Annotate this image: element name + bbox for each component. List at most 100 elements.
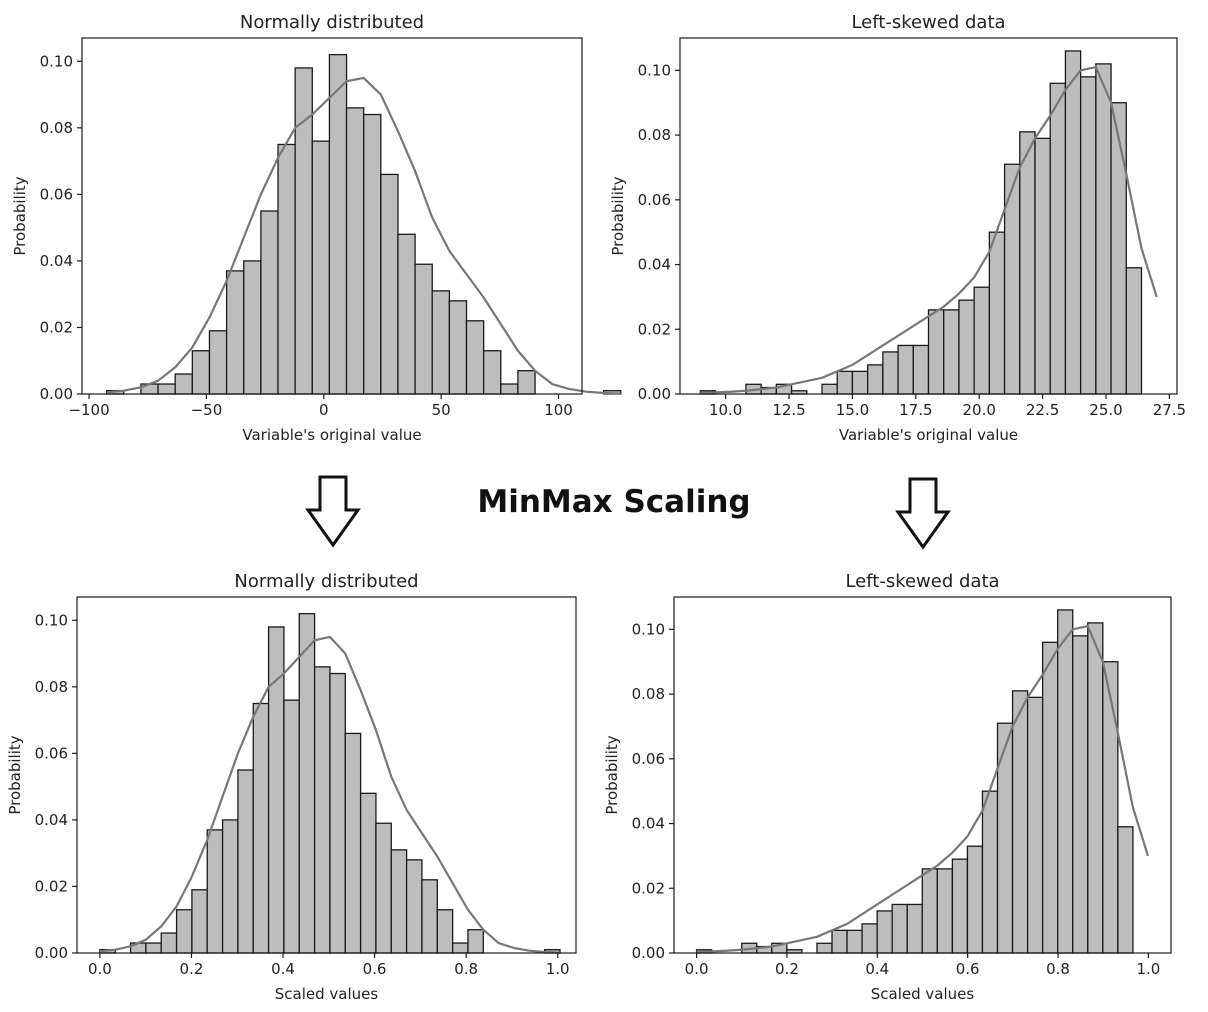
histogram-bar <box>414 263 433 395</box>
x-tick-label: 12.5 <box>772 401 805 419</box>
y-axis-label: Probability <box>11 176 29 255</box>
histogram-bar <box>160 932 178 954</box>
histogram-bar <box>260 210 279 395</box>
histogram-bar <box>912 344 930 395</box>
histogram-bar <box>345 107 365 395</box>
histogram-bar <box>206 829 224 954</box>
y-tick-label: 0.02 <box>40 318 73 336</box>
kde-curve <box>696 625 1150 954</box>
x-tick-label: 15.0 <box>836 401 869 419</box>
y-tick-label: 0.04 <box>632 815 665 833</box>
axes-frame <box>673 596 1172 954</box>
histogram-bar <box>1117 826 1134 954</box>
histogram-bar <box>344 732 362 954</box>
histogram-bar <box>252 702 270 954</box>
y-tick-label: 0.02 <box>632 879 665 897</box>
kde-curve <box>106 76 621 395</box>
y-tick-label: 0.08 <box>638 126 671 144</box>
histogram-bar <box>329 672 346 954</box>
histogram-bar <box>517 370 536 395</box>
x-tick-label: 0.0 <box>685 960 709 978</box>
x-tick-label: 25.0 <box>1089 401 1122 419</box>
histogram-bar <box>1095 63 1112 395</box>
y-tick-label: 0.00 <box>632 944 665 962</box>
axes-frame <box>679 37 1178 395</box>
histogram-bar <box>981 790 999 954</box>
histogram-bar <box>921 868 938 954</box>
chart-title: Normally distributed <box>240 12 424 33</box>
histogram-bar <box>1110 102 1127 395</box>
histogram-bar <box>175 909 193 954</box>
histogram-bar <box>277 143 296 395</box>
x-axis-label: Scaled values <box>275 985 379 1003</box>
down-arrow-icon <box>895 477 951 550</box>
chart-top-left-normal: −100 −50 0 50 100 0.00 0.02 0.04 0.06 0.08 0.10 Nor… <box>11 12 622 444</box>
histogram-bar <box>390 849 408 954</box>
histogram-bar <box>363 113 382 395</box>
y-tick-label: 0.00 <box>40 385 73 403</box>
x-axis-label: Variable's original value <box>839 426 1018 444</box>
histogram-bar <box>283 699 300 954</box>
x-tick-label: 0.6 <box>363 960 387 978</box>
histogram-bar <box>359 792 377 954</box>
histogram-bar <box>145 942 162 954</box>
x-tick-label: 1.0 <box>1136 960 1160 978</box>
x-tick-label: −100 <box>68 401 109 419</box>
x-tick-label: 17.5 <box>899 401 932 419</box>
x-tick-label: 50 <box>432 401 451 419</box>
y-tick-label: 0.08 <box>40 119 73 137</box>
x-axis-label: Variable's original value <box>242 426 421 444</box>
histogram-bar <box>897 344 914 395</box>
y-axis-label: Probability <box>6 735 24 814</box>
y-tick-label: 0.04 <box>35 811 68 829</box>
histogram-bar <box>891 903 908 954</box>
histogram-bar <box>1079 76 1097 395</box>
histogram-bar <box>861 923 878 954</box>
y-tick-label: 0.06 <box>40 185 73 203</box>
chart-bottom-right-left-skewed: 0.0 0.2 0.4 0.6 0.8 1.0 0.00 0.02 0.04 0.06 0.08 0.… <box>603 571 1172 1003</box>
histogram-bar <box>380 173 399 395</box>
histogram-bar <box>1064 50 1082 395</box>
histogram-bar <box>467 929 484 954</box>
histogram-bar <box>1087 622 1104 954</box>
histogram-bar <box>465 320 485 395</box>
x-tick-label: −50 <box>191 401 223 419</box>
x-tick-label: 0.2 <box>775 960 799 978</box>
y-tick-label: 0.04 <box>638 256 671 274</box>
histogram-bar <box>375 822 392 954</box>
histogram-bar <box>221 819 239 954</box>
histogram-bar <box>1011 690 1029 954</box>
x-axis-label: Scaled values <box>871 985 975 1003</box>
y-tick-label: 0.06 <box>35 744 68 762</box>
histogram-bar <box>821 383 838 395</box>
histogram-bar <box>906 903 923 954</box>
histogram-bar <box>1041 641 1059 954</box>
x-tick-label: 0.0 <box>88 960 112 978</box>
minmax-scaling-label: MinMax Scaling <box>477 484 750 520</box>
histogram-bar <box>500 383 519 395</box>
x-tick-label: 27.5 <box>1153 401 1186 419</box>
chart-title: Left-skewed data <box>845 571 999 592</box>
histogram-bar <box>397 233 416 395</box>
histogram-bar <box>1102 661 1119 954</box>
histogram-bar <box>836 370 854 395</box>
histogram-bar <box>866 364 884 395</box>
y-tick-label: 0.02 <box>638 320 671 338</box>
histogram-bar <box>482 350 502 395</box>
histogram-bar <box>1003 163 1021 395</box>
histogram-bar <box>421 879 438 954</box>
chart-bottom-left-normal: 0.0 0.2 0.4 0.6 0.8 1.0 0.00 0.02 0.04 0.06 0.08 0.… <box>6 571 577 1003</box>
x-tick-label: 0.4 <box>271 960 295 978</box>
histogram-bar <box>191 889 208 954</box>
histogram-bar <box>174 373 193 395</box>
histogram-bar <box>816 942 833 954</box>
histogram-bar <box>831 929 848 954</box>
histogram-bar <box>243 260 262 395</box>
y-tick-label: 0.02 <box>35 877 68 895</box>
y-axis-label: Probability <box>609 176 627 255</box>
histogram-bar <box>225 270 245 395</box>
histogram-bar <box>1072 635 1089 954</box>
axes-frame <box>81 37 583 395</box>
histogram-bar <box>191 350 211 395</box>
histogram-bar <box>311 140 331 395</box>
